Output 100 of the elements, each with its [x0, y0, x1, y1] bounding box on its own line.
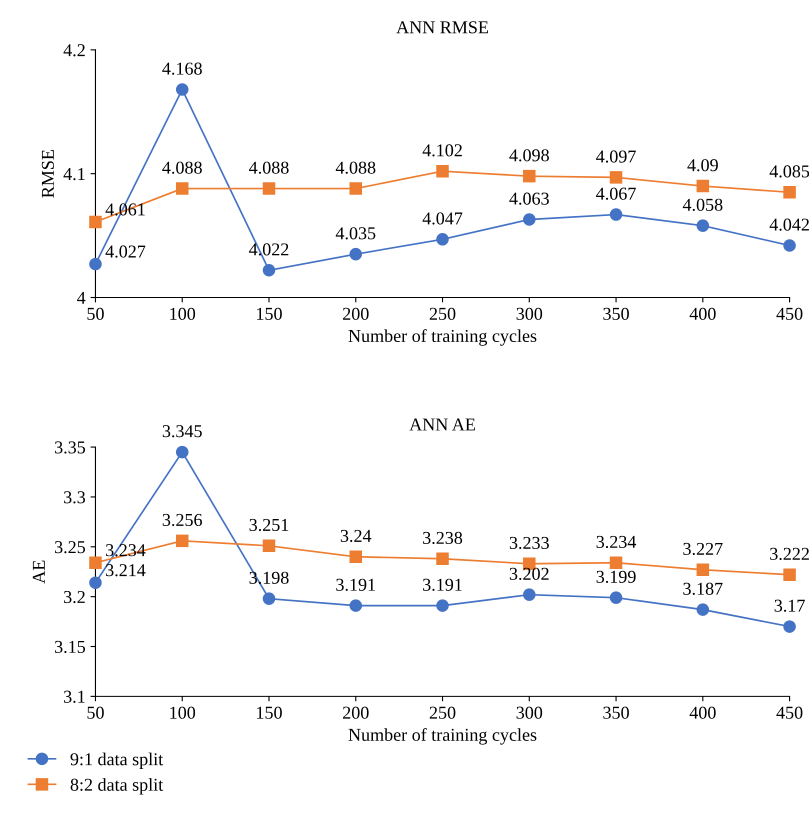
point [610, 208, 622, 221]
y-tick-label: 3.2 [64, 590, 85, 604]
point [436, 164, 449, 178]
y-tick-label: 3.15 [55, 640, 86, 654]
data-label: 4.088 [336, 162, 376, 174]
point [523, 213, 536, 226]
point [262, 182, 276, 195]
data-label: 3.214 [106, 564, 146, 576]
y-tick-label: 4 [77, 292, 86, 304]
x-tick-label: 400 [690, 706, 716, 719]
point [436, 599, 449, 612]
y-tick-label: 3.3 [64, 491, 86, 504]
data-label: 4.102 [422, 144, 462, 157]
x-tick-label: 250 [430, 706, 456, 719]
data-label: 4.168 [162, 62, 202, 75]
data-label: 3.199 [596, 570, 636, 583]
data-label: 3.251 [250, 518, 288, 532]
data-label: 3.187 [683, 582, 723, 595]
x-tick-label: 100 [170, 308, 196, 320]
point [89, 216, 102, 228]
x-tick-label: 300 [516, 706, 542, 719]
point [262, 592, 276, 605]
point [436, 233, 449, 246]
x-tick-label: 350 [603, 706, 629, 719]
x-axis-title: Number of training cycles [348, 728, 536, 745]
point [696, 219, 710, 232]
point [176, 182, 188, 195]
chart-title: ANN AE [409, 418, 475, 430]
point [610, 591, 622, 604]
x-tick-label: 400 [690, 308, 716, 320]
legend-label: 8:2 data split [70, 778, 164, 795]
data-label: 3.202 [510, 568, 549, 580]
point [176, 534, 188, 548]
data-label: 4.098 [509, 149, 549, 162]
point [696, 563, 710, 576]
point [436, 552, 449, 566]
y-tick-label: 3.35 [55, 441, 86, 454]
x-tick-label: 300 [516, 308, 542, 320]
data-label: 3.17 [774, 600, 805, 612]
x-tick-label: 250 [430, 308, 456, 320]
point [783, 620, 796, 633]
y-axis-title: RMSE [42, 150, 54, 198]
data-label: 3.238 [423, 532, 462, 544]
data-label: 3.222 [770, 548, 809, 560]
point [350, 182, 362, 195]
point [262, 264, 276, 277]
data-label: 4.085 [770, 165, 809, 178]
y-tick-label: 3.25 [55, 541, 86, 554]
x-tick-label: 150 [257, 706, 282, 719]
data-label: 4.027 [106, 245, 146, 258]
x-tick-label: 50 [87, 706, 104, 719]
data-label: 4.042 [770, 218, 809, 231]
point [176, 83, 188, 96]
point [89, 556, 102, 570]
data-label: 3.191 [336, 578, 375, 591]
data-label: 4.047 [422, 212, 462, 225]
x-tick-label: 450 [776, 706, 802, 719]
chart-title: ANN RMSE [396, 21, 488, 34]
data-label: 3.24 [340, 530, 372, 542]
point [523, 170, 536, 182]
data-label: 4.067 [596, 188, 636, 200]
x-tick-label: 50 [87, 308, 104, 320]
point [350, 248, 362, 260]
point [610, 171, 622, 184]
point [783, 186, 796, 198]
y-axis-title: AE [32, 560, 45, 584]
point [696, 603, 710, 616]
data-label: 3.191 [423, 578, 462, 591]
x-tick-label: 150 [257, 308, 282, 320]
point [696, 180, 710, 192]
data-label: 4.097 [596, 150, 636, 163]
data-label: 3.234 [596, 536, 636, 548]
data-label: 3.345 [162, 425, 202, 438]
point [350, 599, 362, 612]
point [783, 239, 796, 252]
data-label: 4.063 [509, 192, 549, 205]
point [350, 550, 362, 564]
x-tick-label: 450 [776, 308, 802, 320]
x-tick-label: 200 [343, 706, 369, 719]
point [610, 556, 622, 570]
y-tick-label: 3.1 [64, 690, 85, 703]
point [176, 446, 188, 458]
point [89, 258, 102, 270]
data-label: 4.035 [336, 227, 376, 240]
data-label: 3.233 [510, 536, 549, 550]
point [783, 568, 796, 581]
y-tick-label: 4.1 [64, 168, 85, 180]
x-tick-label: 100 [170, 706, 196, 719]
point [89, 576, 102, 589]
data-label: 4.088 [162, 162, 202, 174]
legend-label: 9:1 data split [70, 752, 164, 769]
point [523, 588, 536, 601]
y-tick-label: 4.2 [64, 44, 85, 56]
x-tick-label: 350 [603, 308, 629, 320]
data-label: 3.227 [683, 542, 723, 556]
data-label: 3.256 [162, 514, 202, 526]
x-axis-title: Number of training cycles [348, 329, 536, 346]
x-tick-label: 200 [343, 308, 369, 320]
data-label: 4.088 [249, 162, 289, 174]
point [262, 540, 276, 552]
